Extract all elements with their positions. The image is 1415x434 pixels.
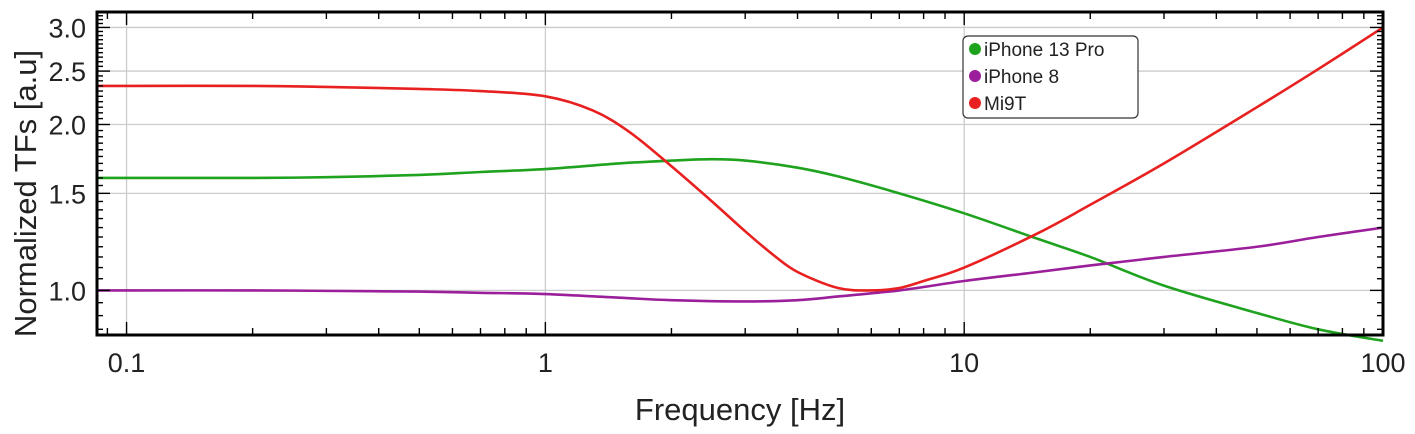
- plot-frame: [95, 10, 1385, 337]
- x-axis-title: Frequency [Hz]: [635, 392, 845, 427]
- y-tick-label: 1.5: [48, 179, 86, 209]
- legend-marker-mi9t: [969, 97, 981, 109]
- legend-box: [962, 35, 1139, 119]
- series-line-mi9t: [96, 26, 1384, 292]
- x-tick-label: 10: [949, 348, 979, 378]
- y-tick-label: 2.5: [48, 57, 86, 87]
- x-tick-label: 0.1: [108, 348, 146, 378]
- series-line-iphone-8: [97, 226, 1384, 303]
- y-axis-title: Normalized TFs [a.u]: [8, 50, 43, 337]
- legend-label-mi9t: Mi9T: [984, 94, 1027, 115]
- y-tick-label: 2.0: [48, 110, 86, 140]
- legend-marker-iphone-8: [969, 70, 981, 82]
- legend: iPhone 13 Pro iPhone 8 Mi9T: [962, 35, 1139, 119]
- axis-ticks: [97, 11, 1384, 335]
- y-tick-label: 1.0: [48, 276, 86, 306]
- series-lines: [96, 26, 1384, 343]
- grid-lines: [97, 12, 1384, 335]
- y-tick-label: 3.0: [48, 13, 86, 43]
- x-tick-label: 100: [1360, 348, 1405, 378]
- legend-label-iphone-8: iPhone 8: [984, 67, 1059, 88]
- legend-marker-iphone-13-pro: [969, 43, 981, 55]
- series-line-iphone-13-pro: [97, 157, 1384, 343]
- tick-labels: 0.1 1 10 100 1.0 1.5 2.0 2.5 3.0: [48, 13, 1405, 378]
- legend-label-iphone-13-pro: iPhone 13 Pro: [984, 40, 1104, 61]
- x-tick-label: 1: [538, 348, 553, 378]
